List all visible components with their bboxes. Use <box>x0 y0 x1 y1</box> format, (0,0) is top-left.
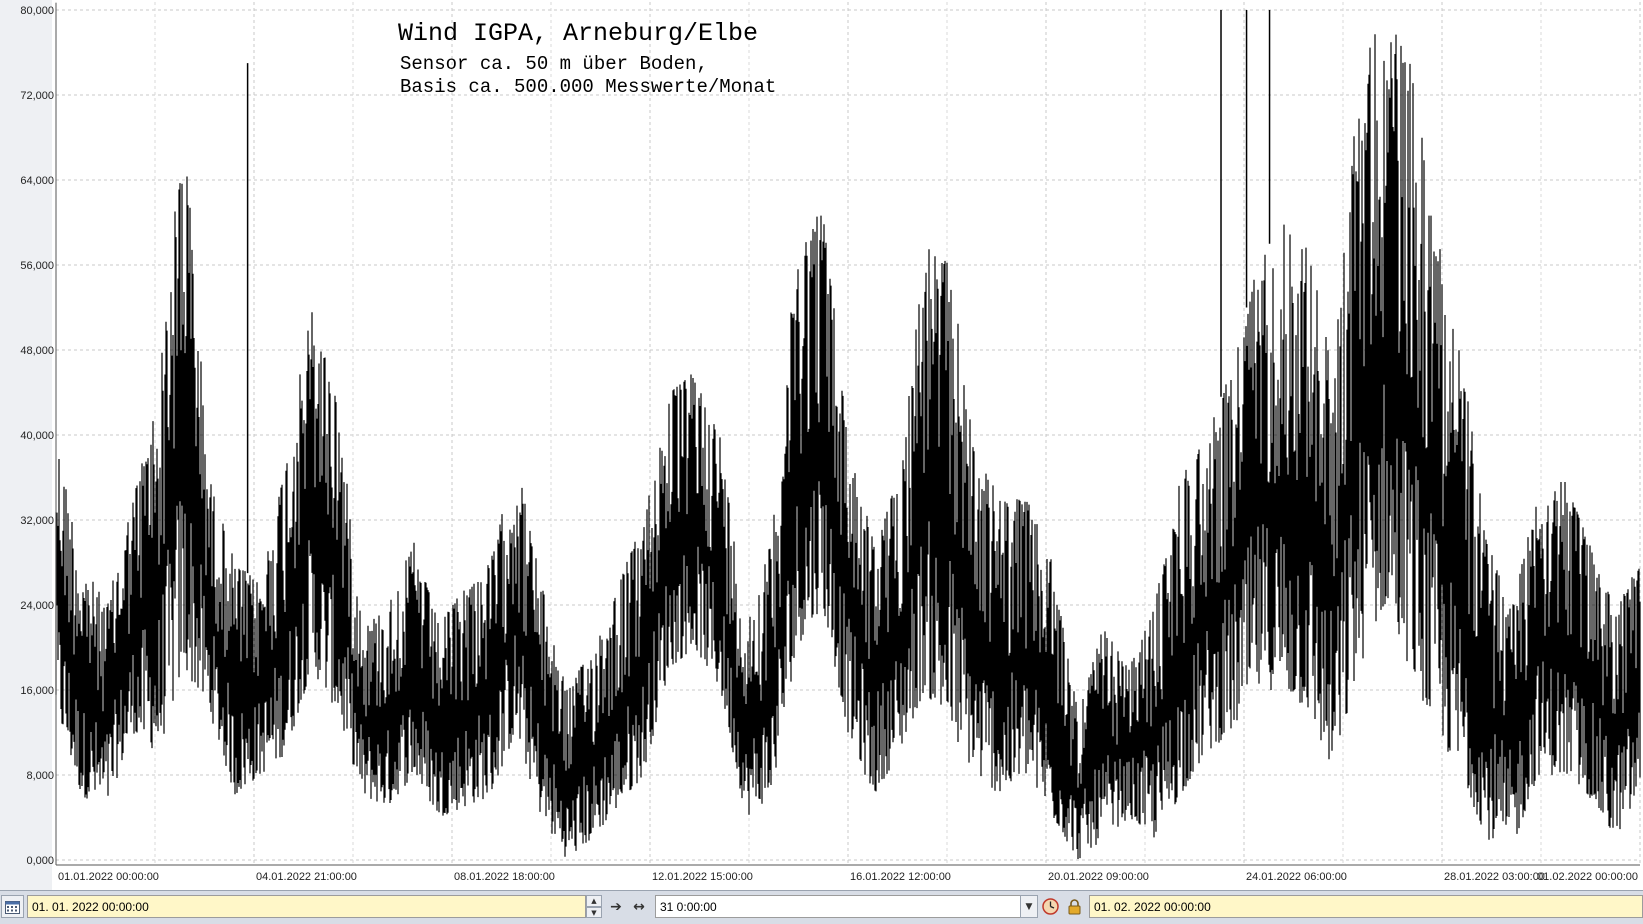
expand-arrows-icon[interactable]: ↔ <box>633 898 645 915</box>
y-tick-label: 40,000 <box>20 430 54 442</box>
start-datetime-field[interactable]: 01. 01. 2022 00:00:00 <box>27 895 586 918</box>
time-range-toolbar: 01. 01. 2022 00:00:00 ▲ ▼ ➔ ↔ 31 0:00:00… <box>0 890 1643 924</box>
y-tick-label: 48,000 <box>20 345 54 357</box>
calendar-icon[interactable] <box>1 895 24 918</box>
chevron-down-icon[interactable]: ▼ <box>1020 895 1038 918</box>
chart-subtitle-1: Sensor ca. 50 m über Boden, <box>400 53 708 75</box>
chart-area: 0,000 8,000 16,000 24,000 32,000 40,000 48,000… <box>0 0 1641 890</box>
shrink-arrows-icon[interactable]: ➔ <box>610 898 622 915</box>
end-datetime-field[interactable]: 01. 02. 2022 00:00:00 <box>1089 895 1643 918</box>
spin-down-icon[interactable]: ▼ <box>586 907 602 918</box>
span-duration-field[interactable]: 31 0:00:00 <box>655 895 1038 918</box>
x-tick-label: 01.02.2022 00:00:00 <box>1537 871 1638 883</box>
spin-up-icon[interactable]: ▲ <box>586 895 602 907</box>
chart-subtitle-2: Basis ca. 500.000 Messwerte/Monat <box>400 76 776 98</box>
x-tick-label: 01.01.2022 00:00:00 <box>58 871 159 883</box>
x-tick-labels: 01.01.2022 00:00:00 04.01.2022 21:00:00 08… <box>58 871 1638 883</box>
y-tick-label: 8,000 <box>26 770 54 782</box>
data-layer <box>55 10 1641 859</box>
x-tick-label: 12.01.2022 15:00:00 <box>652 871 753 883</box>
x-tick-label: 28.01.2022 03:00:00 <box>1444 871 1545 883</box>
y-axis-gutter <box>0 0 52 890</box>
y-tick-labels: 0,000 8,000 16,000 24,000 32,000 40,000 48,000… <box>20 5 54 867</box>
y-tick-label: 0,000 <box>26 855 54 867</box>
x-tick-label: 16.01.2022 12:00:00 <box>850 871 951 883</box>
chart-title: Wind IGPA, Arneburg/Elbe <box>398 19 758 48</box>
y-tick-label: 56,000 <box>20 260 54 272</box>
x-tick-label: 24.01.2022 06:00:00 <box>1246 871 1347 883</box>
x-tick-label: 04.01.2022 21:00:00 <box>256 871 357 883</box>
y-tick-label: 72,000 <box>20 90 54 102</box>
y-tick-label: 24,000 <box>20 600 54 612</box>
y-tick-label: 16,000 <box>20 685 54 697</box>
wind-chart: 0,000 8,000 16,000 24,000 32,000 40,000 48,000… <box>0 0 1641 890</box>
clock-icon[interactable] <box>1038 895 1062 918</box>
y-tick-label: 32,000 <box>20 515 54 527</box>
x-tick-label: 20.01.2022 09:00:00 <box>1048 871 1149 883</box>
x-tick-label: 08.01.2022 18:00:00 <box>454 871 555 883</box>
lock-icon[interactable] <box>1063 895 1085 918</box>
y-tick-label: 80,000 <box>20 5 54 17</box>
y-tick-label: 64,000 <box>20 175 54 187</box>
